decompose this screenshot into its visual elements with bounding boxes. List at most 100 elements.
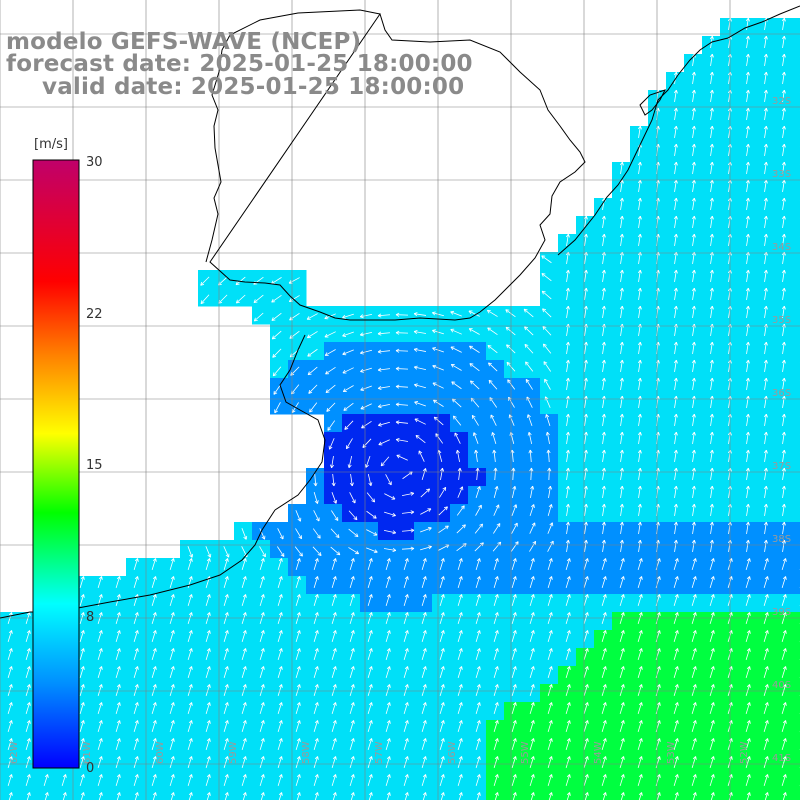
wind-arrow-head <box>119 702 121 706</box>
wind-arrow-head <box>155 720 157 724</box>
wind-arrow-head <box>404 594 408 598</box>
wind-arrow-head <box>368 774 372 778</box>
wind-arrow-head <box>781 53 785 58</box>
wind-arrow <box>547 720 553 732</box>
wind-arrow-head <box>378 441 382 445</box>
wind-arrow-head <box>407 756 409 760</box>
wind-arrow-head <box>749 666 751 670</box>
wind-arrow-head <box>360 371 364 373</box>
wind-arrow-head <box>525 361 527 366</box>
wind-arrow-head <box>533 702 535 706</box>
wind-arrow-head <box>673 467 677 472</box>
wind-arrow-head <box>747 305 750 310</box>
wind-arrow-head <box>119 666 121 670</box>
wind-arrow-head <box>603 449 606 454</box>
wind-arrow-head <box>691 503 695 508</box>
wind-arrow-head <box>511 467 514 472</box>
wind-arrow-head <box>80 792 84 796</box>
wind-arrow-head <box>83 666 85 670</box>
wind-arrow <box>746 198 749 211</box>
wind-arrow-head <box>278 702 282 706</box>
wind-speed-cell <box>378 792 397 800</box>
wind-arrow <box>710 144 713 157</box>
wind-arrow-head <box>245 576 247 580</box>
wind-arrow-head <box>693 89 696 94</box>
wind-arrow-head <box>152 630 156 634</box>
wind-arrow <box>710 288 713 301</box>
wind-arrow <box>115 774 121 786</box>
wind-arrow-head <box>621 341 624 346</box>
wind-arrow-head <box>602 684 606 688</box>
wind-arrow <box>584 540 587 553</box>
wind-arrow-head <box>26 666 30 670</box>
wind-arrow <box>674 180 677 193</box>
wind-arrow-head <box>711 179 714 184</box>
wind-arrow <box>151 630 157 642</box>
wind-arrow <box>488 379 498 390</box>
wind-arrow <box>692 126 695 139</box>
wind-arrow <box>565 666 571 678</box>
wind-arrow-head <box>525 361 529 364</box>
wind-arrow <box>529 558 535 570</box>
wind-arrow-head <box>11 738 13 742</box>
longitude-label: 61W <box>82 741 93 764</box>
wind-arrow-head <box>410 492 415 496</box>
wind-arrow <box>420 488 430 498</box>
longitude-label: 60W <box>155 741 166 764</box>
wind-arrow-head <box>695 684 697 688</box>
wind-arrow-head <box>709 467 713 472</box>
wind-arrow-head <box>260 648 264 652</box>
wind-arrow-head <box>170 738 174 742</box>
wind-arrow <box>542 326 552 336</box>
wind-arrow-head <box>729 53 732 58</box>
wind-arrow <box>403 702 409 714</box>
wind-arrow <box>764 270 767 283</box>
wind-arrow-head <box>659 630 661 634</box>
wind-arrow-head <box>551 558 553 562</box>
wind-arrow <box>691 666 697 678</box>
wind-arrow-head <box>476 792 480 796</box>
wind-arrow-head <box>497 720 499 724</box>
wind-arrow <box>529 504 535 516</box>
wind-arrow-head <box>548 485 551 490</box>
wind-arrow-head <box>764 594 768 598</box>
wind-arrow-head <box>324 315 328 319</box>
wind-arrow <box>133 576 139 588</box>
wind-arrow-head <box>271 317 274 321</box>
wind-arrow-head <box>675 107 678 112</box>
wind-arrow-head <box>227 648 229 652</box>
wind-arrow-head <box>747 179 750 184</box>
wind-arrow-head <box>101 702 103 706</box>
wind-arrow-head <box>440 648 444 652</box>
wind-arrow-head <box>583 395 587 400</box>
wind-arrow <box>454 432 461 444</box>
wind-arrow <box>782 36 785 49</box>
wind-arrow-head <box>673 539 677 544</box>
wind-arrow <box>511 576 517 588</box>
wind-arrow-head <box>675 125 678 130</box>
wind-arrow <box>511 738 517 750</box>
wind-arrow-head <box>278 648 282 652</box>
wind-arrow <box>529 648 535 660</box>
wind-arrow <box>457 720 463 732</box>
wind-arrow <box>620 360 623 373</box>
wind-arrow-head <box>567 467 570 472</box>
wind-arrow <box>295 648 301 660</box>
wind-arrow-head <box>209 648 211 652</box>
wind-arrow <box>566 378 569 391</box>
wind-arrow <box>331 630 337 642</box>
wind-arrow <box>378 368 391 371</box>
wind-arrow-head <box>584 576 588 580</box>
wind-arrow-head <box>134 612 138 616</box>
wind-arrow-head <box>711 521 714 526</box>
wind-arrow <box>638 144 641 157</box>
wind-arrow-head <box>657 143 660 148</box>
wind-arrow-head <box>729 341 732 346</box>
wind-arrow-head <box>443 702 445 706</box>
wind-arrow <box>331 720 337 732</box>
wind-arrow <box>458 792 463 800</box>
wind-arrow-head <box>454 432 459 436</box>
wind-arrow <box>367 648 373 660</box>
wind-arrow-head <box>353 612 355 616</box>
wind-arrow-head <box>711 431 714 436</box>
